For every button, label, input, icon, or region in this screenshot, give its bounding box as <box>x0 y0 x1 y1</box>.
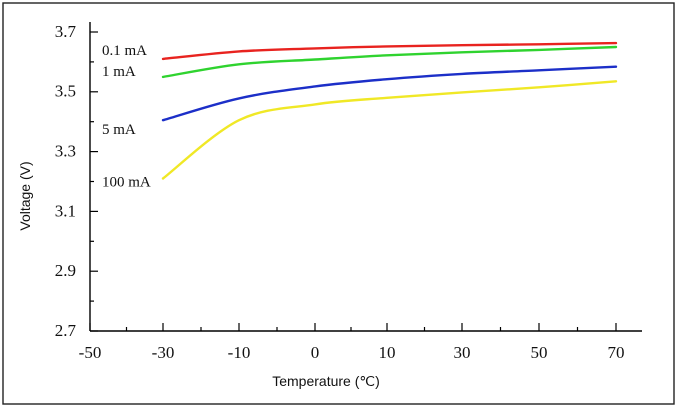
series-line-0-1-ma <box>161 41 618 61</box>
x-tick-label: 30 <box>454 343 471 362</box>
y-tick-label: 3.7 <box>55 22 77 41</box>
series-line-5-ma <box>161 65 618 122</box>
x-tick-label: 70 <box>608 343 625 362</box>
x-tick-label: 0 <box>311 343 320 362</box>
series-line-1-ma <box>161 45 618 79</box>
y-axis-ticks: 2.7 2.9 3.1 3.3 3.5 3.7 <box>55 22 98 340</box>
x-tick-label: -10 <box>228 343 251 362</box>
series-lines <box>161 41 618 180</box>
y-tick-label: 3.3 <box>55 142 76 161</box>
series-label: 5 mA <box>102 122 136 138</box>
x-tick-label: -50 <box>79 343 102 362</box>
x-tick-label: 50 <box>531 343 548 362</box>
x-axis-ticks: -50 -30 -10 0 10 30 50 70 <box>79 323 625 362</box>
y-tick-label: 3.1 <box>55 201 76 220</box>
series-labels: 0.1 mA 1 mA 5 mA 100 mA <box>102 43 151 191</box>
x-tick-label: -30 <box>152 343 175 362</box>
series-label: 1 mA <box>102 64 136 80</box>
y-tick-label: 3.5 <box>55 82 76 101</box>
series-label: 0.1 mA <box>102 43 147 59</box>
y-tick-label: 2.7 <box>55 321 77 340</box>
y-axis-label: Voltage (V) <box>17 161 33 230</box>
x-tick-label: 10 <box>379 343 396 362</box>
series-line-100-ma <box>161 80 618 180</box>
x-axis-label: Temperature (℃) <box>272 373 380 389</box>
y-tick-label: 2.9 <box>55 261 76 280</box>
series-label: 100 mA <box>102 175 151 191</box>
